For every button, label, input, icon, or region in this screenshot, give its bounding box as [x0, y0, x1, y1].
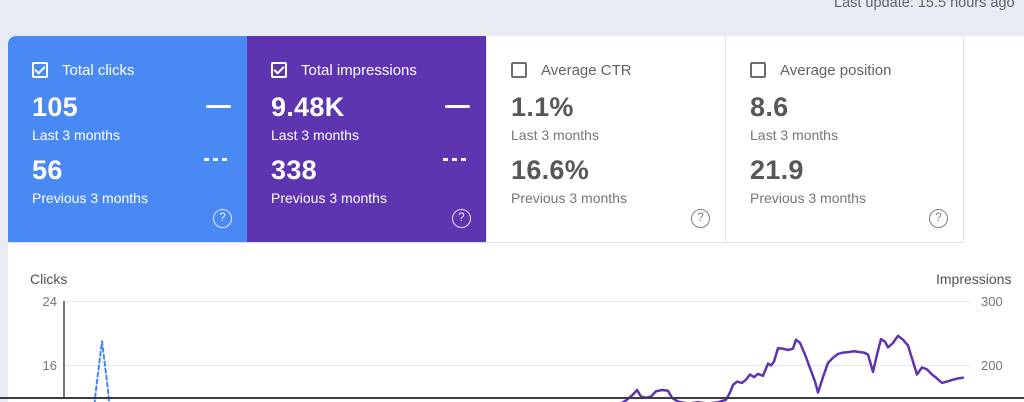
help-icon[interactable]: ? — [213, 209, 232, 228]
secondary-value: 16.6% — [511, 155, 590, 185]
help-icon[interactable]: ? — [929, 209, 948, 228]
primary-value: 9.48K — [271, 92, 345, 122]
secondary-value: 21.9 — [750, 155, 804, 185]
primary-label: Last 3 months — [511, 127, 599, 143]
primary-label: Last 3 months — [750, 127, 838, 143]
checkbox-checked-icon[interactable] — [32, 62, 48, 78]
help-icon[interactable]: ? — [691, 209, 710, 228]
card-label: Total impressions — [301, 61, 417, 79]
primary-label: Last 3 months — [271, 127, 359, 143]
card-label-row: Average CTR — [511, 61, 725, 79]
secondary-label: Previous 3 months — [271, 190, 387, 206]
primary-value: 105 — [32, 92, 78, 122]
secondary-label: Previous 3 months — [750, 190, 866, 206]
secondary-label: Previous 3 months — [511, 190, 627, 206]
card-label-row: Average position — [750, 61, 963, 79]
dashed-line-legend-icon — [204, 158, 231, 161]
primary-label: Last 3 months — [32, 127, 120, 143]
checkbox-unchecked-icon[interactable] — [511, 62, 527, 78]
card-label: Average CTR — [541, 61, 632, 79]
last-update-text: Last update: 15.5 hours ago — [834, 0, 1015, 11]
bottom-divider — [0, 397, 1024, 399]
help-icon[interactable]: ? — [452, 209, 471, 228]
checkbox-unchecked-icon[interactable] — [750, 62, 766, 78]
dashed-line-legend-icon — [443, 158, 470, 161]
card-label: Total clicks — [62, 61, 135, 79]
right-axis-title: Impressions — [936, 271, 1012, 287]
gridline-top — [63, 301, 971, 302]
y-axis-line — [63, 301, 65, 397]
secondary-label: Previous 3 months — [32, 190, 148, 206]
solid-line-legend-icon — [445, 105, 470, 108]
left-axis-title: Clicks — [30, 271, 68, 287]
secondary-value: 56 — [32, 155, 63, 185]
left-tick-24: 24 — [42, 294, 57, 309]
checkbox-checked-icon[interactable] — [271, 62, 287, 78]
metric-card-total-clicks[interactable]: Total clicks 105 Last 3 months 56 Previo… — [8, 36, 247, 242]
left-tick-16: 16 — [42, 358, 57, 373]
gridline-bottom — [63, 365, 971, 366]
metric-card-average-ctr[interactable]: Average CTR 1.1% Last 3 months 16.6% Pre… — [486, 36, 725, 242]
primary-value: 8.6 — [750, 92, 789, 122]
right-tick-200: 200 — [981, 358, 1003, 373]
right-tick-300: 300 — [981, 294, 1003, 309]
secondary-value: 338 — [271, 155, 317, 185]
metric-card-average-position[interactable]: Average position 8.6 Last 3 months 21.9 … — [725, 36, 964, 242]
solid-line-legend-icon — [206, 105, 231, 108]
primary-value: 1.1% — [511, 92, 574, 122]
card-label: Average position — [780, 61, 892, 79]
metric-card-total-impressions[interactable]: Total impressions 9.48K Last 3 months 33… — [247, 36, 486, 242]
metric-cards-row: Total clicks 105 Last 3 months 56 Previo… — [8, 36, 964, 243]
card-label-row: Total impressions — [271, 61, 486, 79]
card-label-row: Total clicks — [32, 61, 247, 79]
